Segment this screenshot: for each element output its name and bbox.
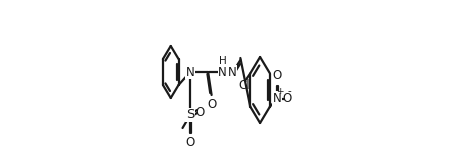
Text: O: O: [282, 92, 291, 105]
Text: N: N: [219, 65, 227, 79]
Text: O: O: [195, 105, 205, 119]
Text: -: -: [287, 87, 291, 96]
Text: O: O: [186, 136, 195, 149]
Text: O: O: [207, 97, 216, 111]
Text: H: H: [219, 56, 226, 66]
Text: N: N: [228, 65, 237, 79]
Text: N: N: [273, 92, 281, 105]
Text: N: N: [186, 65, 195, 79]
Text: O: O: [273, 69, 282, 82]
Text: +: +: [276, 87, 283, 96]
Text: S: S: [186, 108, 195, 121]
Text: Cl: Cl: [238, 79, 250, 92]
